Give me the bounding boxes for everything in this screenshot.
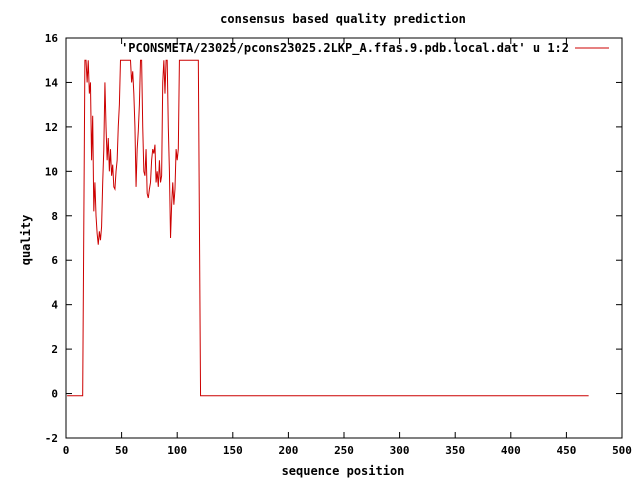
x-tick-label: 350 <box>445 444 465 457</box>
x-tick-label: 250 <box>334 444 354 457</box>
x-tick-label: 150 <box>223 444 243 457</box>
x-tick-label: 300 <box>390 444 410 457</box>
y-tick-label: 8 <box>51 210 58 223</box>
x-axis-label: sequence position <box>282 464 405 478</box>
series-layer <box>67 59 589 397</box>
y-tick-label: 10 <box>45 165 58 178</box>
x-tick-label: 0 <box>63 444 70 457</box>
y-tick-label: 4 <box>51 299 58 312</box>
y-axis-label: quality <box>19 215 33 266</box>
x-tick-label: 500 <box>612 444 632 457</box>
chart-title: consensus based quality prediction <box>220 12 466 26</box>
y-tick-label: 2 <box>51 343 58 356</box>
y-tick-label: 0 <box>51 388 58 401</box>
x-tick-label: 450 <box>556 444 576 457</box>
x-tick-label: 50 <box>115 444 128 457</box>
axis-ticks: 0 50 100 150 200 250 300 350 400 450 500 -2 0 2 4 6 8 10 1… <box>45 32 632 457</box>
x-tick-label: 200 <box>278 444 298 457</box>
y-tick-label: 6 <box>51 254 58 267</box>
y-tick-label: 16 <box>45 32 59 45</box>
x-tick-label: 400 <box>501 444 521 457</box>
x-tick-label: 100 <box>167 444 187 457</box>
y-tick-label: 14 <box>45 76 59 89</box>
y-tick-label: 12 <box>45 121 58 134</box>
y-tick-label: -2 <box>45 432 58 445</box>
legend: 'PCONSMETA/23025/pcons23025.2LKP_A.ffas.… <box>121 41 609 56</box>
legend-entry-label: 'PCONSMETA/23025/pcons23025.2LKP_A.ffas.… <box>121 41 569 56</box>
series-line <box>67 59 589 397</box>
